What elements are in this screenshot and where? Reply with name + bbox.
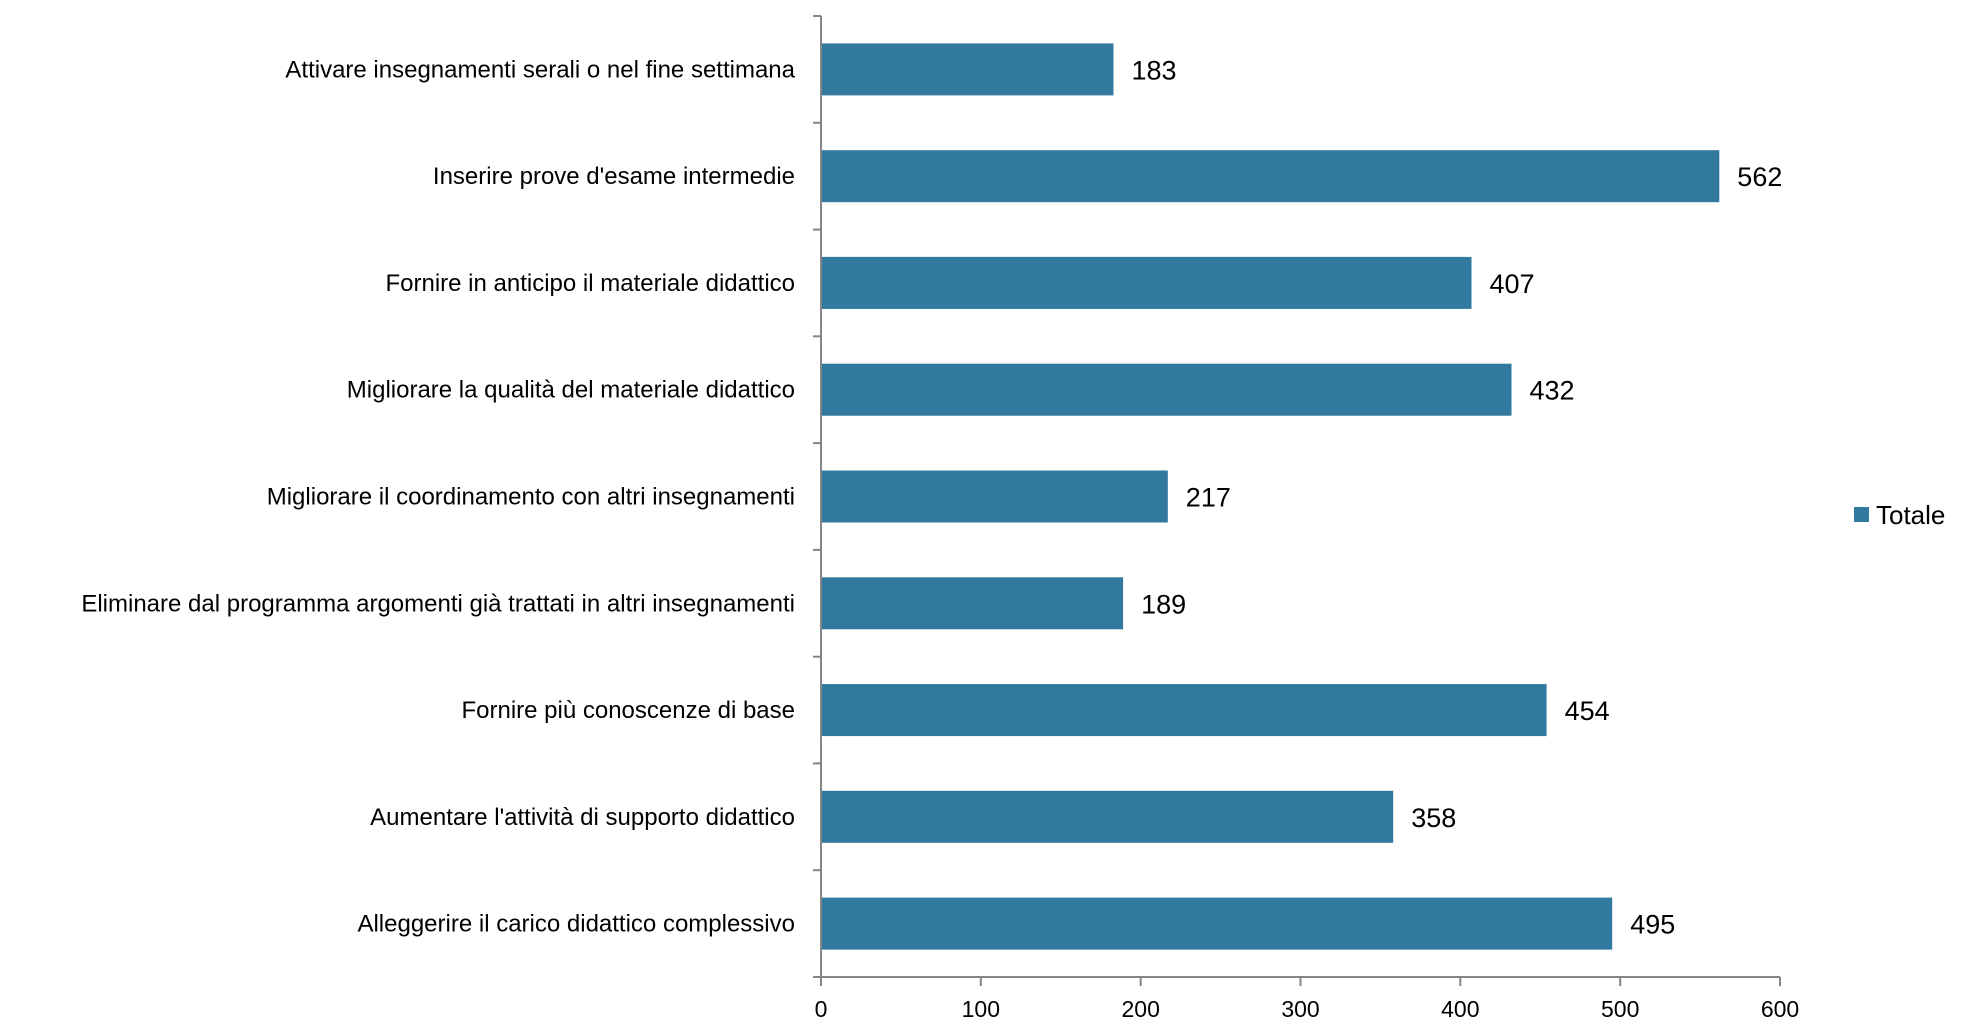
x-tick-label: 0: [815, 996, 828, 1022]
category-label: Migliorare il coordinamento con altri in…: [267, 484, 795, 511]
category-label: Alleggerire il carico didattico compless…: [357, 911, 795, 938]
value-labels-layer: 183 562 407 432 217 189 454 358 495: [1132, 55, 1783, 939]
bars-layer: [821, 43, 1720, 950]
bar: [821, 897, 1613, 950]
x-tick-label: 500: [1601, 996, 1639, 1022]
category-label: Fornire in anticipo il materiale didatti…: [385, 270, 795, 297]
bar: [821, 577, 1124, 630]
bar-value-label: 217: [1186, 483, 1231, 513]
category-labels-layer: Attivare insegnamenti serali o nel fine …: [81, 56, 795, 937]
legend-swatch: [1854, 507, 1869, 522]
legend: Totale: [1854, 500, 1945, 530]
x-tick-label: 100: [962, 996, 1000, 1022]
bar: [821, 684, 1547, 737]
x-tick-label: 400: [1441, 996, 1479, 1022]
bar: [821, 470, 1168, 523]
bar-value-label: 495: [1630, 910, 1675, 940]
bar-value-label: 358: [1411, 803, 1456, 833]
x-ticks-layer: 0 100 200 300 400 500 600: [815, 977, 1799, 1022]
bar: [821, 256, 1472, 309]
bar-value-label: 432: [1530, 376, 1575, 406]
bar-value-label: 562: [1737, 162, 1782, 192]
category-label: Migliorare la qualità del materiale dida…: [347, 377, 795, 404]
category-label: Inserire prove d'esame intermedie: [433, 163, 795, 190]
category-label: Aumentare l'attività di supporto didatti…: [370, 804, 795, 831]
category-label: Attivare insegnamenti serali o nel fine …: [285, 56, 795, 83]
bar: [821, 150, 1720, 203]
x-tick-label: 300: [1281, 996, 1319, 1022]
x-tick-label: 600: [1761, 996, 1799, 1022]
bar-value-label: 183: [1132, 55, 1177, 85]
category-label: Fornire più conoscenze di base: [461, 697, 795, 724]
legend-label: Totale: [1876, 500, 1945, 530]
bar-value-label: 189: [1141, 589, 1186, 619]
bar: [821, 363, 1512, 416]
x-tick-label: 200: [1122, 996, 1160, 1022]
bar: [821, 43, 1114, 96]
bar: [821, 790, 1394, 843]
bar-value-label: 454: [1565, 696, 1610, 726]
category-label: Eliminare dal programma argomenti già tr…: [81, 590, 795, 617]
bar-value-label: 407: [1490, 269, 1535, 299]
